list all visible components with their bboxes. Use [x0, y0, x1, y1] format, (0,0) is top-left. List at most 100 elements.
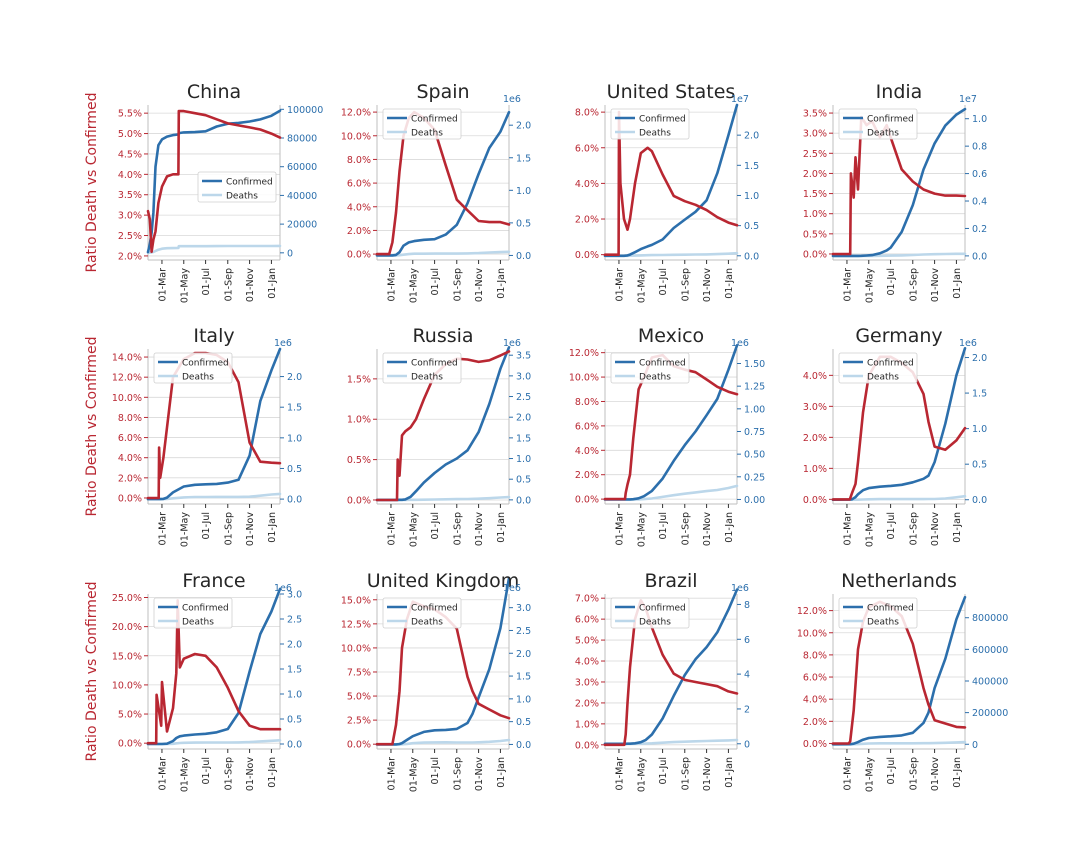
- right-tick-label: 0: [972, 740, 978, 751]
- left-tick-label: 0.0%: [803, 249, 827, 260]
- series-line-confirmed: [146, 347, 282, 501]
- legend-label-deaths: Deaths: [867, 618, 899, 628]
- legend-label-deaths: Deaths: [182, 618, 214, 628]
- series-line-ratio: [603, 110, 739, 256]
- left-tick-label: 4.0%: [575, 179, 599, 190]
- left-tick-label: 4.0%: [803, 371, 827, 382]
- left-tick-label: 15.0%: [112, 651, 142, 662]
- x-tick-label: 01-May: [864, 757, 875, 793]
- left-tick-label: 10.0%: [569, 373, 599, 384]
- left-tick-label: 7.0%: [575, 594, 599, 605]
- subplot-brazil: 0.0% 1.0% 2.0% 3.0% 4.0% 5.0% 6.0% 7.0% 0 2 4 6 8 01-…: [575, 570, 750, 792]
- right-tick-label: 4: [744, 670, 750, 681]
- legend-label-confirmed: Confirmed: [639, 359, 686, 369]
- left-tick-label: 3.0%: [803, 129, 827, 140]
- right-tick-label: 3.0: [516, 371, 531, 382]
- right-tick-label: 1.00: [744, 404, 765, 415]
- subplot-united-states: 0.0% 2.0% 4.0% 6.0% 8.0% 0.0 0.5 1.0 1.5 2.0 01-Ma…: [575, 81, 759, 303]
- left-tick-label: 5.0%: [118, 710, 142, 721]
- right-scale-label: 1e6: [503, 583, 521, 594]
- left-tick-label: 4.0%: [575, 657, 599, 668]
- right-tick-label: 1.0: [287, 690, 302, 701]
- x-tick-label: 01-Nov: [702, 268, 713, 302]
- x-tick-label: 01-Nov: [474, 268, 485, 302]
- right-scale-label: 1e6: [274, 338, 292, 349]
- left-tick-label: 0.0%: [575, 495, 599, 506]
- right-tick-label: 3.0: [516, 603, 531, 614]
- x-tick-label: 01-Jul: [430, 512, 441, 540]
- left-tick-label: 8.0%: [575, 108, 599, 119]
- right-tick-label: 40000: [287, 191, 317, 202]
- x-tick-label: 01-Mar: [614, 757, 625, 791]
- x-tick-label: 01-Jan: [496, 757, 507, 788]
- subplot-title: United States: [607, 81, 736, 103]
- x-tick-label: 01-Jul: [658, 757, 669, 785]
- right-tick-label: 0: [744, 739, 750, 750]
- x-tick-label: 01-Sep: [908, 512, 919, 545]
- series-line-confirmed: [603, 588, 739, 746]
- left-tick-label: 1.0%: [347, 415, 371, 426]
- right-tick-label: 0.5: [287, 715, 302, 726]
- right-tick-label: 0.0: [287, 740, 302, 751]
- left-tick-label: 0.5%: [803, 229, 827, 240]
- left-tick-label: 2.0%: [575, 470, 599, 481]
- left-tick-label: 0.0%: [347, 495, 371, 506]
- series-line-confirmed: [831, 346, 967, 502]
- legend-label-deaths: Deaths: [867, 129, 899, 139]
- x-tick-label: 01-Jan: [724, 757, 735, 788]
- x-tick-label: 01-May: [408, 512, 419, 548]
- series-line-ratio: [375, 350, 511, 502]
- legend: Confirmed Deaths: [838, 108, 918, 140]
- legend: Confirmed Deaths: [382, 597, 462, 629]
- right-tick-label: 0.5: [287, 464, 302, 475]
- right-tick-label: 1.0: [516, 454, 531, 465]
- left-tick-label: 15.0%: [341, 595, 371, 606]
- right-tick-label: 1.25: [744, 382, 765, 393]
- left-tick-label: 4.0%: [575, 446, 599, 457]
- legend-label-deaths: Deaths: [411, 129, 443, 139]
- right-tick-label: 0.5: [972, 460, 987, 471]
- legend-label-confirmed: Confirmed: [867, 604, 914, 614]
- left-tick-label: 10.0%: [112, 680, 142, 691]
- subplot-spain: 0.0% 2.0% 4.0% 6.0% 8.0% 10.0% 12.0% 0.0 0.5 1.0 1…: [341, 81, 531, 303]
- left-tick-label: 0.0%: [575, 740, 599, 751]
- left-tick-label: 0.0%: [575, 250, 599, 261]
- subplot-title: France: [182, 570, 245, 592]
- x-tick-label: 01-Mar: [157, 512, 168, 546]
- left-tick-label: 12.0%: [569, 348, 599, 359]
- right-tick-label: 1.5: [516, 153, 531, 164]
- left-tick-label: 0.0%: [118, 493, 142, 504]
- x-tick-label: 01-Jan: [267, 757, 278, 788]
- right-tick-label: 0.2: [972, 224, 987, 235]
- x-tick-label: 01-Sep: [223, 268, 234, 301]
- left-tick-label: 12.5%: [341, 619, 371, 630]
- x-tick-label: 01-Mar: [842, 268, 853, 302]
- x-tick-label: 01-Jul: [658, 268, 669, 296]
- legend: Confirmed Deaths: [153, 597, 233, 629]
- right-tick-label: 0.25: [744, 472, 765, 483]
- x-tick-label: 01-Nov: [930, 512, 941, 546]
- left-tick-label: 8.0%: [575, 397, 599, 408]
- left-tick-label: 0.0%: [347, 250, 371, 261]
- right-tick-label: 100000: [287, 105, 323, 116]
- left-tick-label: 6.0%: [575, 421, 599, 432]
- x-tick-label: 01-Jan: [952, 268, 963, 299]
- subplot-title: China: [187, 81, 241, 103]
- x-tick-label: 01-May: [864, 268, 875, 304]
- left-tick-label: 2.0%: [803, 717, 827, 728]
- right-tick-label: 0.0: [287, 495, 302, 506]
- left-tick-label: 12.0%: [112, 373, 142, 384]
- x-tick-label: 01-Sep: [680, 512, 691, 545]
- x-tick-label: 01-Nov: [930, 757, 941, 791]
- x-tick-label: 01-May: [179, 757, 190, 793]
- left-tick-label: 0.0%: [803, 495, 827, 506]
- x-tick-label: 01-Jan: [496, 268, 507, 299]
- right-tick-label: 0.5: [516, 717, 531, 728]
- x-tick-label: 01-May: [179, 268, 190, 304]
- right-tick-label: 400000: [972, 676, 1008, 687]
- left-tick-label: 10.0%: [341, 131, 371, 142]
- right-tick-label: 2.0: [972, 353, 987, 364]
- left-tick-label: 4.0%: [118, 170, 142, 181]
- right-tick-label: 2.5: [516, 626, 531, 637]
- left-tick-label: 6.0%: [347, 179, 371, 190]
